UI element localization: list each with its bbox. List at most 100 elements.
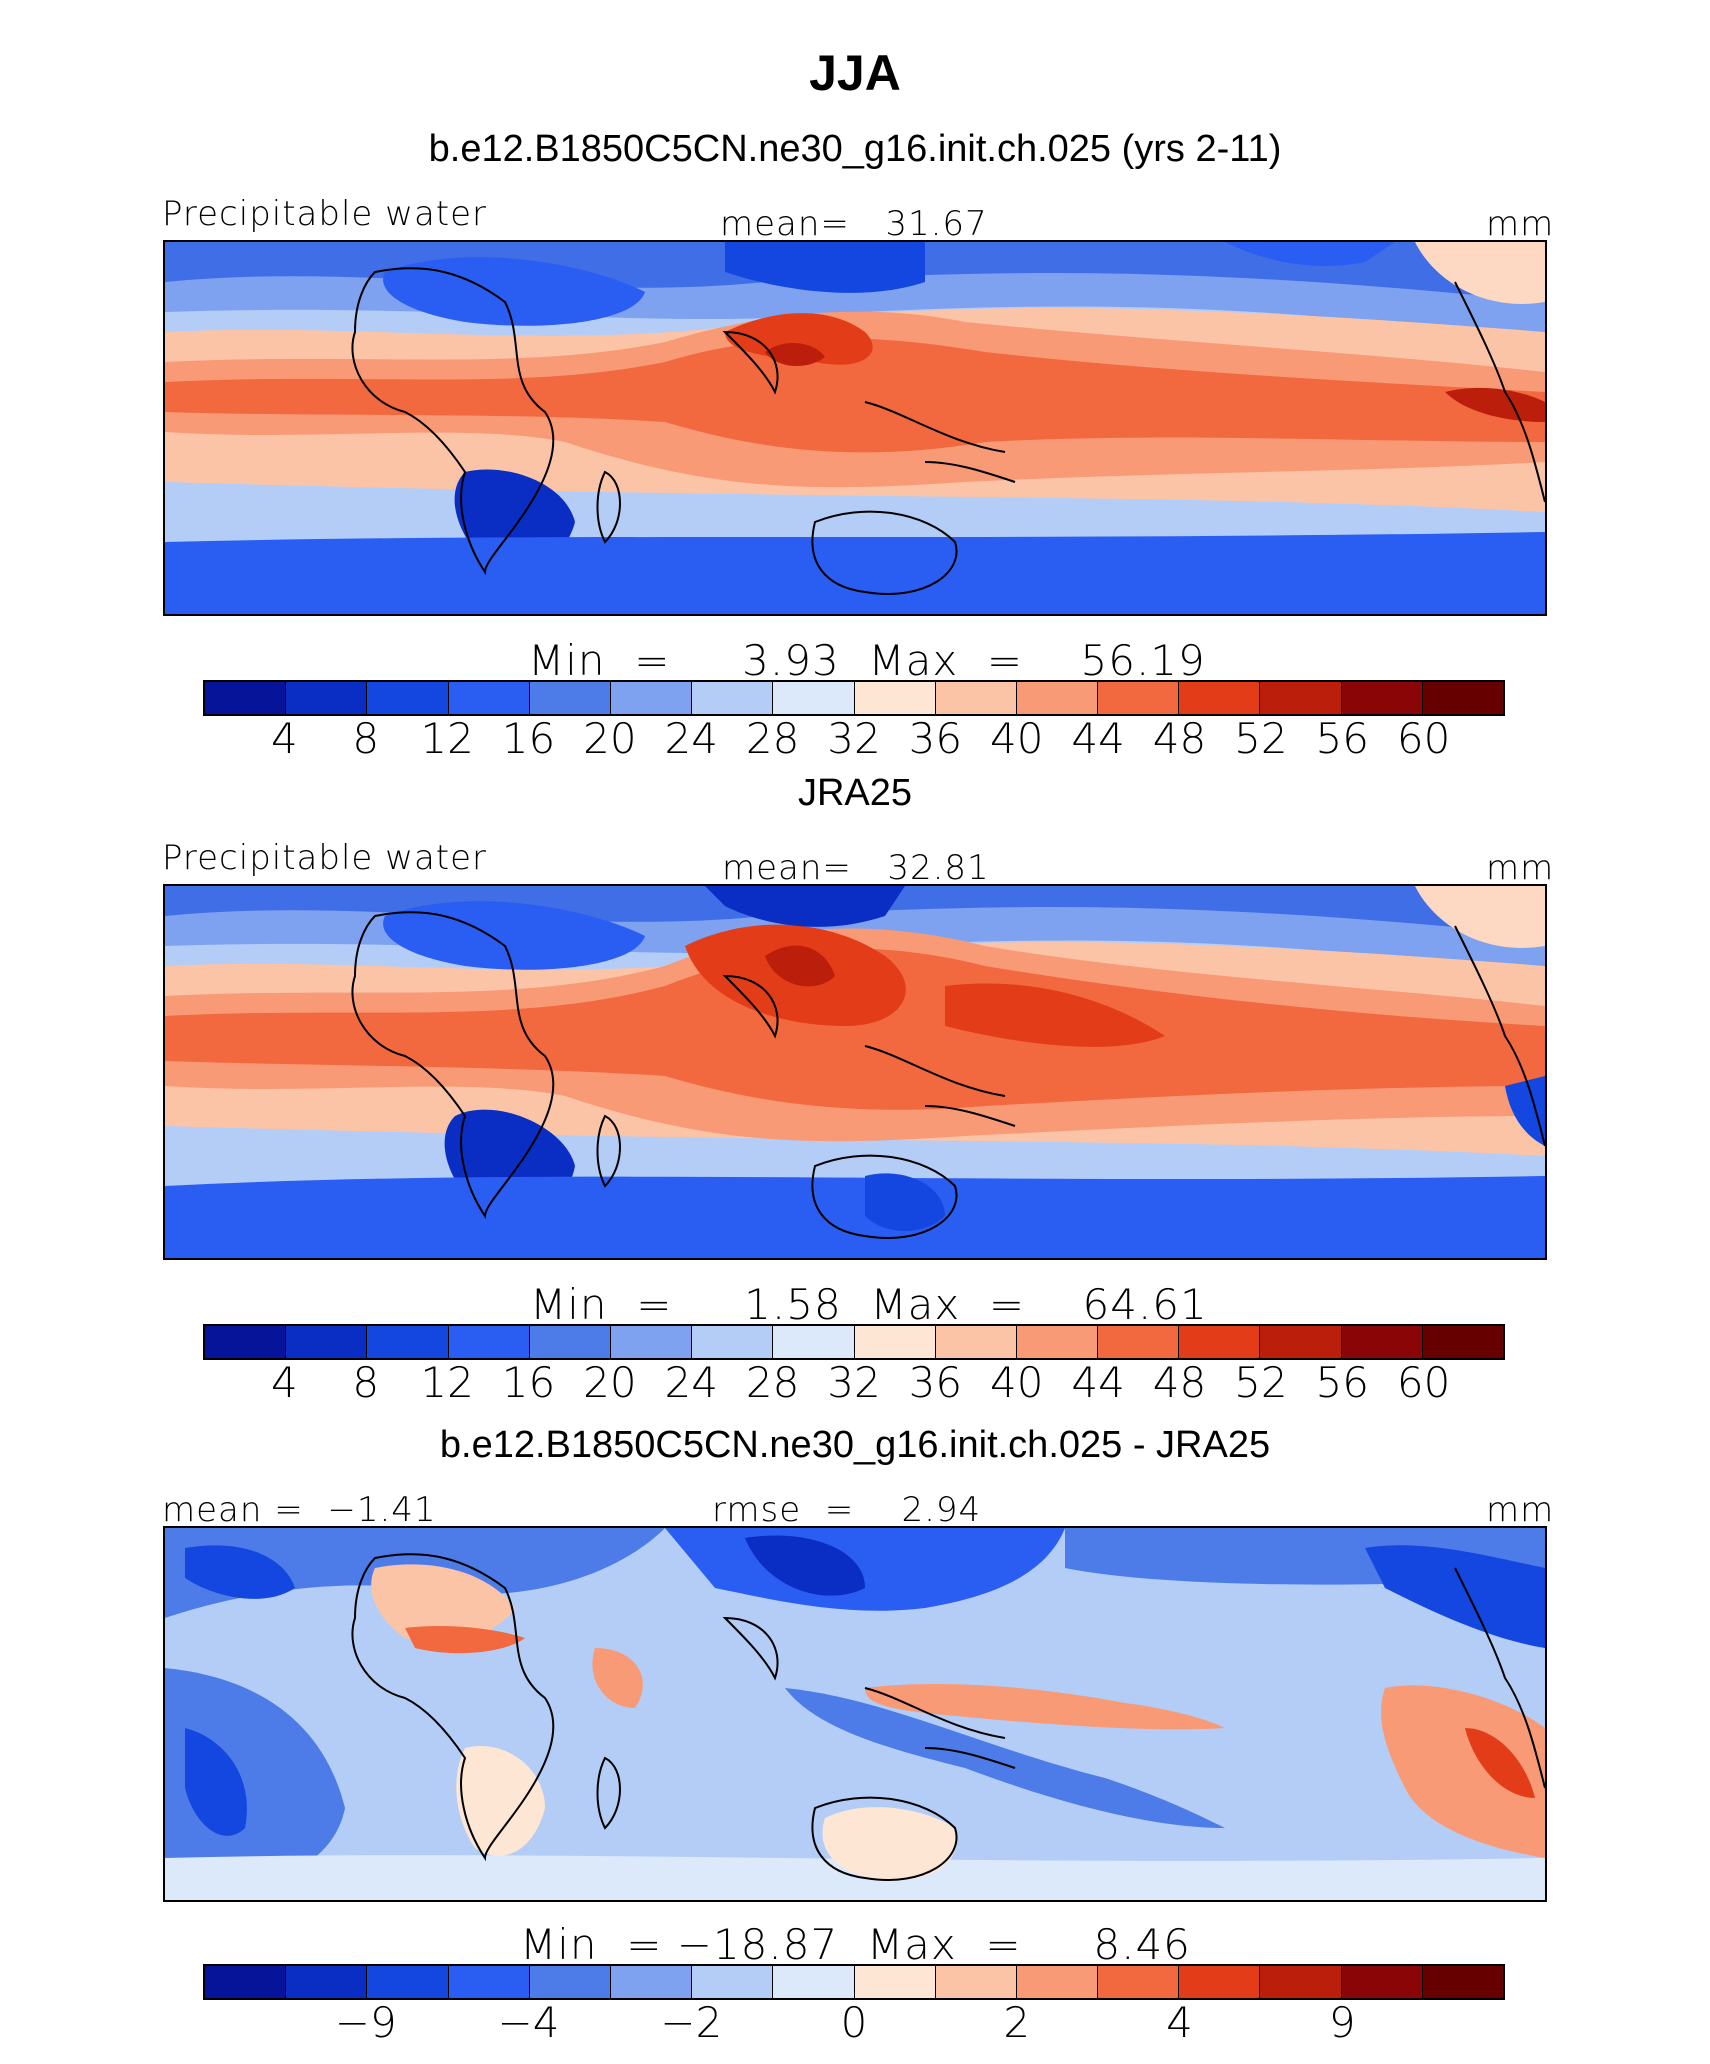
panel3-coastlines [351, 1553, 1545, 1881]
colorbar-swatch [529, 1966, 611, 1998]
colorbar-swatch [286, 1326, 368, 1358]
colorbar-tick-label: 8 [352, 1358, 380, 1407]
colorbar-swatch [205, 682, 287, 714]
colorbar-swatch [773, 682, 855, 714]
colorbar-tick-label: 12 [420, 714, 474, 763]
panel1-mean-label: mean= 31.67 [720, 204, 988, 244]
colorbar-swatch [367, 1966, 449, 1998]
colorbar-tick-label: 52 [1234, 714, 1288, 763]
colorbar-tick-label: 44 [1071, 1358, 1125, 1407]
colorbar-swatch [773, 1966, 855, 1998]
panel2-minmax: Min = 1.58 Max = 64.61 [530, 1280, 1208, 1329]
panel2-coastlines [351, 911, 1545, 1239]
colorbar-swatch [773, 1326, 855, 1358]
colorbar-swatch [1341, 682, 1423, 714]
colorbar-swatch [205, 1326, 287, 1358]
colorbar-swatch [529, 1326, 611, 1358]
colorbar-swatch [1098, 1966, 1180, 1998]
panel1-variable-label: Precipitable water [162, 194, 488, 234]
colorbar-tick-label: 0 [840, 1998, 868, 2047]
colorbar-swatch [1016, 1326, 1099, 1358]
colorbar-swatch [854, 1966, 936, 1998]
colorbar-swatch [367, 1326, 449, 1358]
colorbar-swatch [1341, 1326, 1423, 1358]
panel3-field [165, 1528, 1545, 1900]
panel2-colorbar [203, 1324, 1505, 1360]
colorbar-tick-label: −4 [497, 1998, 560, 2047]
colorbar-swatch [610, 1966, 693, 1998]
colorbar-swatch [448, 1966, 530, 1998]
panel3-colorbar [203, 1964, 1505, 2000]
colorbar-tick-label: 48 [1152, 714, 1207, 763]
colorbar-swatch [935, 682, 1017, 714]
colorbar-tick-label: 9 [1328, 1998, 1356, 2047]
panel1-colorbar [203, 680, 1505, 716]
panel3-mean-label: mean = −1.41 [162, 1490, 437, 1530]
colorbar-tick-label: 48 [1152, 1358, 1207, 1407]
colorbar-tick-label: 4 [271, 1358, 298, 1407]
panel2-units-label: mm [1486, 848, 1555, 888]
panel2-mean-label: mean= 32.81 [722, 848, 990, 888]
panel3-units-label: mm [1486, 1490, 1555, 1530]
colorbar-tick-label: −2 [660, 1998, 723, 2047]
colorbar-tick-label: 56 [1315, 1358, 1369, 1407]
colorbar-tick-label: −9 [334, 1998, 397, 2047]
colorbar-tick-label: 24 [664, 1358, 718, 1407]
colorbar-tick-label: 28 [745, 1358, 800, 1407]
panel2-variable-label: Precipitable water [162, 838, 488, 878]
panel2-field [165, 886, 1545, 1258]
colorbar-swatch [367, 682, 449, 714]
panel1-field [165, 242, 1545, 614]
colorbar-swatch [935, 1326, 1017, 1358]
colorbar-tick-label: 16 [501, 714, 556, 763]
colorbar-swatch [286, 1966, 368, 1998]
colorbar-tick-label: 36 [908, 714, 963, 763]
panel1-map [163, 240, 1547, 616]
colorbar-tick-label: 56 [1315, 714, 1369, 763]
panel3-map [163, 1526, 1547, 1902]
panel3-rmse-label: rmse = 2.94 [712, 1490, 982, 1530]
colorbar-tick-label: 40 [990, 714, 1044, 763]
colorbar-swatch [854, 1326, 936, 1358]
colorbar-swatch [529, 682, 611, 714]
colorbar-swatch [1016, 1966, 1099, 1998]
colorbar-tick-label: 32 [827, 714, 881, 763]
colorbar-tick-label: 60 [1396, 714, 1451, 763]
colorbar-swatch [610, 682, 693, 714]
colorbar-swatch [1098, 1326, 1180, 1358]
colorbar-swatch [610, 1326, 693, 1358]
colorbar-swatch [692, 1326, 774, 1358]
colorbar-swatch [1098, 682, 1180, 714]
panel1-coastlines [351, 267, 1545, 595]
panel3-minmax: Min = −18.87 Max = 8.46 [520, 1920, 1191, 1969]
panel2-subtitle: JRA25 [797, 772, 913, 814]
colorbar-tick-label: 28 [745, 714, 800, 763]
colorbar-swatch [205, 1966, 287, 1998]
main-title: JJA [809, 45, 901, 101]
colorbar-tick-label: 52 [1234, 1358, 1288, 1407]
colorbar-tick-label: 36 [908, 1358, 963, 1407]
colorbar-swatch [1260, 1966, 1342, 1998]
colorbar-swatch [448, 1326, 530, 1358]
colorbar-swatch [1179, 1966, 1261, 1998]
panel1-subtitle: b.e12.B1850C5CN.ne30_g16.init.ch.025 (yr… [428, 128, 1282, 170]
colorbar-tick-label: 2 [1003, 1998, 1031, 2047]
colorbar-swatch [1260, 682, 1342, 714]
colorbar-swatch [448, 682, 530, 714]
colorbar-tick-label: 4 [271, 714, 298, 763]
colorbar-swatch [935, 1966, 1017, 1998]
colorbar-tick-label: 32 [827, 1358, 881, 1407]
panel3-subtitle: b.e12.B1850C5CN.ne30_g16.init.ch.025 - J… [439, 1424, 1271, 1466]
colorbar-swatch [854, 682, 936, 714]
colorbar-tick-label: 24 [664, 714, 718, 763]
colorbar-swatch [1422, 1326, 1503, 1358]
colorbar-swatch [1260, 1326, 1342, 1358]
colorbar-swatch [692, 1966, 774, 1998]
colorbar-tick-label: 60 [1396, 1358, 1451, 1407]
colorbar-swatch [692, 682, 774, 714]
colorbar-tick-label: 40 [990, 1358, 1044, 1407]
colorbar-swatch [1016, 682, 1099, 714]
colorbar-swatch [1179, 1326, 1261, 1358]
colorbar-swatch [1179, 682, 1261, 714]
panel1-units-label: mm [1486, 204, 1555, 244]
